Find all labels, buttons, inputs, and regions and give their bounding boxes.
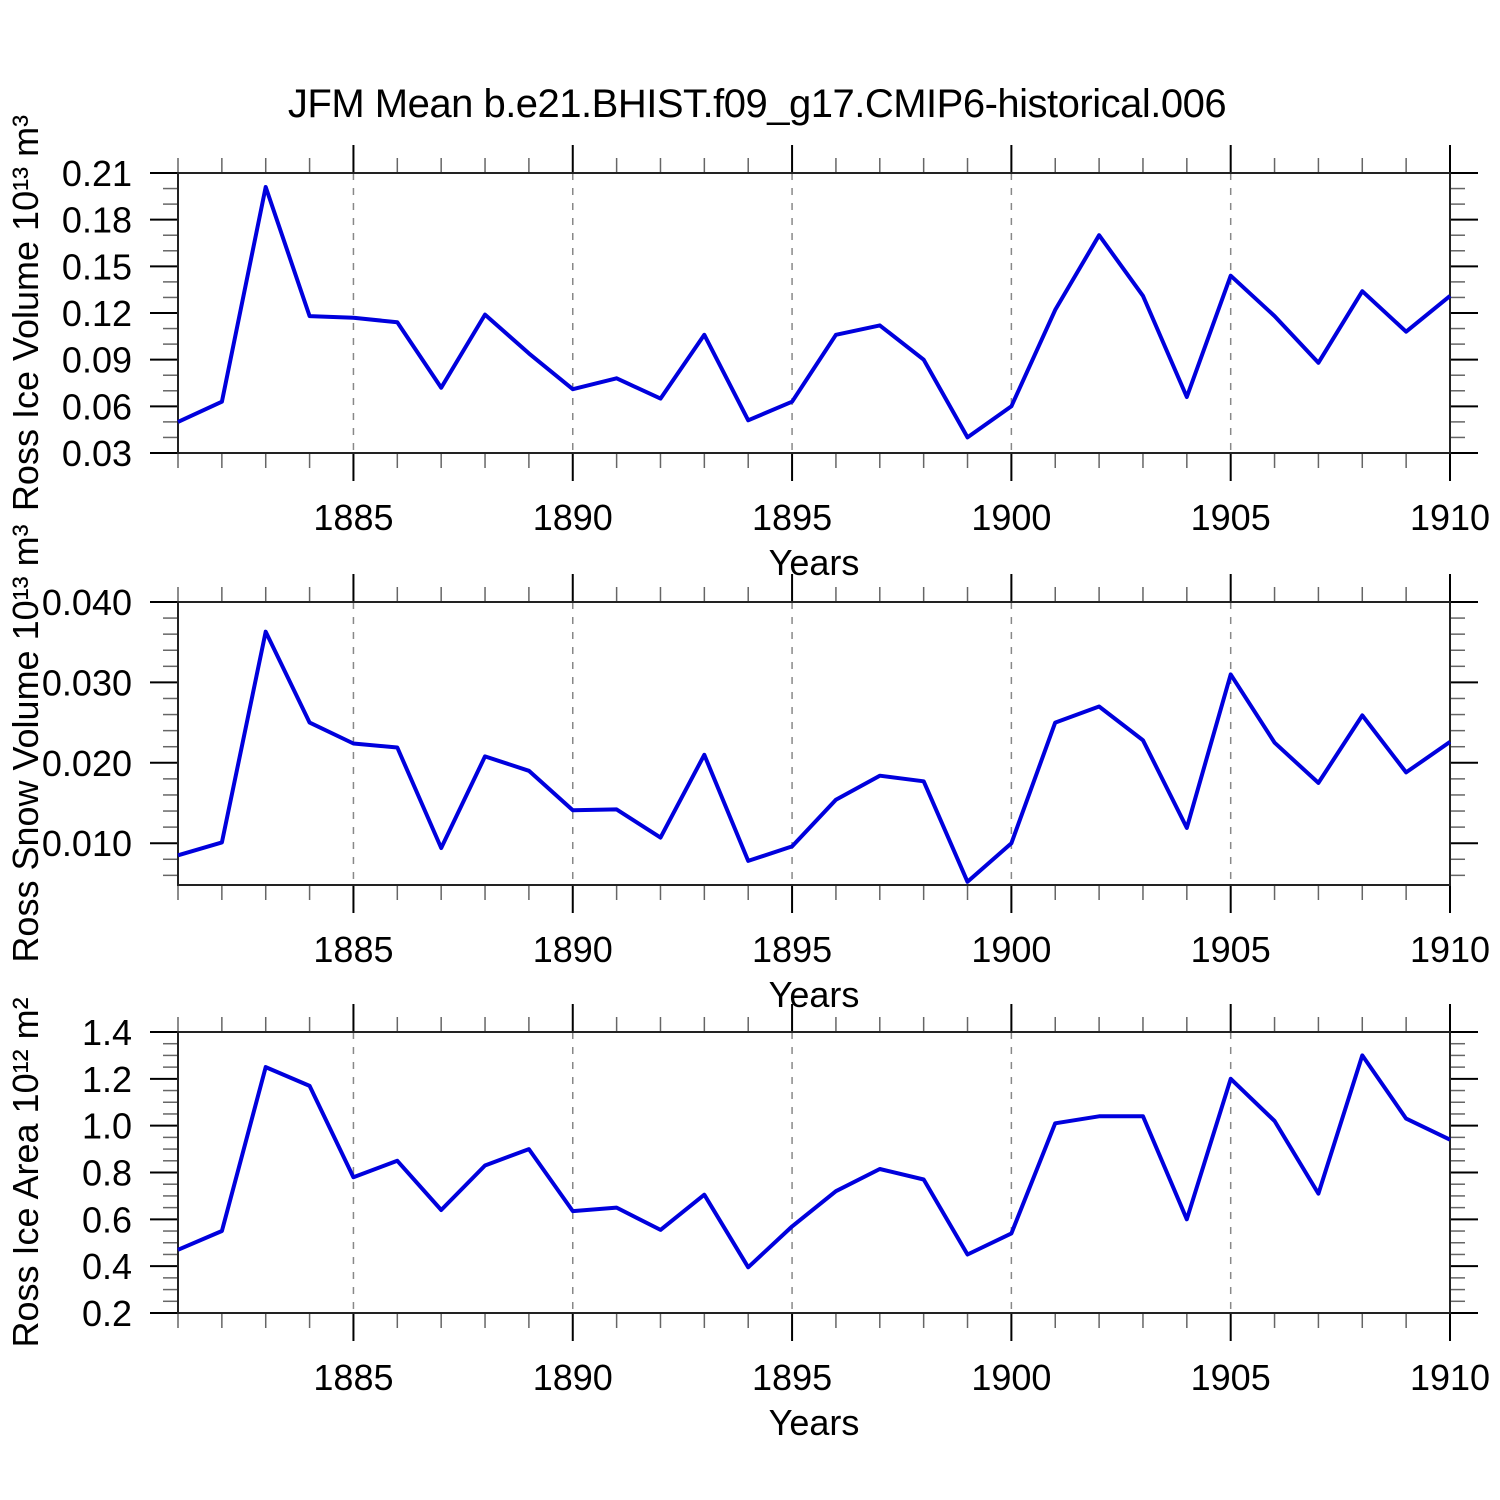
- x-tick-label: 1900: [971, 1357, 1051, 1398]
- x-tick-label: 1895: [752, 929, 832, 970]
- panel-ross-ice-volume: 0.03 0.06 0.09 0.12 0.15 0.18 0.21 1885 1890 1895…: [5, 115, 1490, 583]
- x-tick-label: 1890: [533, 497, 613, 538]
- series-line-ross-snow-volume: [177, 629, 1452, 884]
- y-tick-label: 0.020: [42, 743, 132, 784]
- x-tick-label: 1885: [313, 929, 393, 970]
- x-tick-label: 1905: [1191, 929, 1271, 970]
- chart-title: JFM Mean b.e21.BHIST.f09_g17.CMIP6-histo…: [287, 82, 1227, 126]
- y-tick-label: 0.040: [42, 582, 132, 623]
- y-tick-label: 0.12: [62, 293, 132, 334]
- x-axis-title: Years: [769, 542, 860, 583]
- y-tick-label: 0.18: [62, 200, 132, 241]
- series-line-ross-ice-volume: [177, 185, 1452, 440]
- panel-ross-ice-area: 0.2 0.4 0.6 0.8 1.0 1.2 1.4 1885 1890 1895 1900 190…: [5, 997, 1490, 1443]
- x-tick-label: 1900: [971, 497, 1051, 538]
- y-tick-label: 0.8: [82, 1153, 132, 1194]
- x-tick-label: 1885: [313, 497, 393, 538]
- y-tick-label: 0.010: [42, 823, 132, 864]
- y-tick-label: 1.4: [82, 1012, 132, 1053]
- x-tick-label: 1895: [752, 497, 832, 538]
- y-axis-title-ross-ice-area: Ross Ice Area 10¹² m²: [5, 997, 46, 1347]
- x-tick-label: 1890: [533, 929, 613, 970]
- x-tick-label: 1905: [1191, 1357, 1271, 1398]
- x-tick-label: 1895: [752, 1357, 832, 1398]
- x-tick-label: 1910: [1410, 929, 1490, 970]
- y-tick-label: 0.09: [62, 340, 132, 381]
- y-axis-title-ross-ice-volume: Ross Ice Volume 10¹³ m³: [5, 115, 46, 511]
- plot-frame: [177, 172, 1451, 454]
- x-tick-label: 1890: [533, 1357, 613, 1398]
- y-tick-label: 0.030: [42, 662, 132, 703]
- y-axis-title-ross-snow-volume: Ross Snow Volume 10¹³ m³: [5, 524, 46, 962]
- y-tick-label: 0.06: [62, 386, 132, 427]
- y-tick-label: 0.6: [82, 1199, 132, 1240]
- x-tick-label: 1910: [1410, 1357, 1490, 1398]
- y-tick-label: 1.0: [82, 1106, 132, 1147]
- y-tick-label: 1.2: [82, 1059, 132, 1100]
- x-tick-label: 1900: [971, 929, 1051, 970]
- panel-ross-snow-volume: 0.010 0.020 0.030 0.040 1885 1890 1895 1900 1905…: [5, 524, 1490, 1015]
- series-line-ross-ice-area: [177, 1053, 1451, 1270]
- y-tick-label: 0.21: [62, 153, 132, 194]
- plot-frame: [177, 1031, 1451, 1314]
- y-tick-label: 0.4: [82, 1246, 132, 1287]
- x-axis-title: Years: [769, 974, 860, 1015]
- y-tick-label: 0.2: [82, 1293, 132, 1334]
- x-tick-label: 1905: [1191, 497, 1271, 538]
- x-tick-label: 1885: [313, 1357, 393, 1398]
- x-axis-title: Years: [769, 1402, 860, 1443]
- x-tick-label: 1910: [1410, 497, 1490, 538]
- y-tick-label: 0.03: [62, 433, 132, 474]
- y-tick-label: 0.15: [62, 246, 132, 287]
